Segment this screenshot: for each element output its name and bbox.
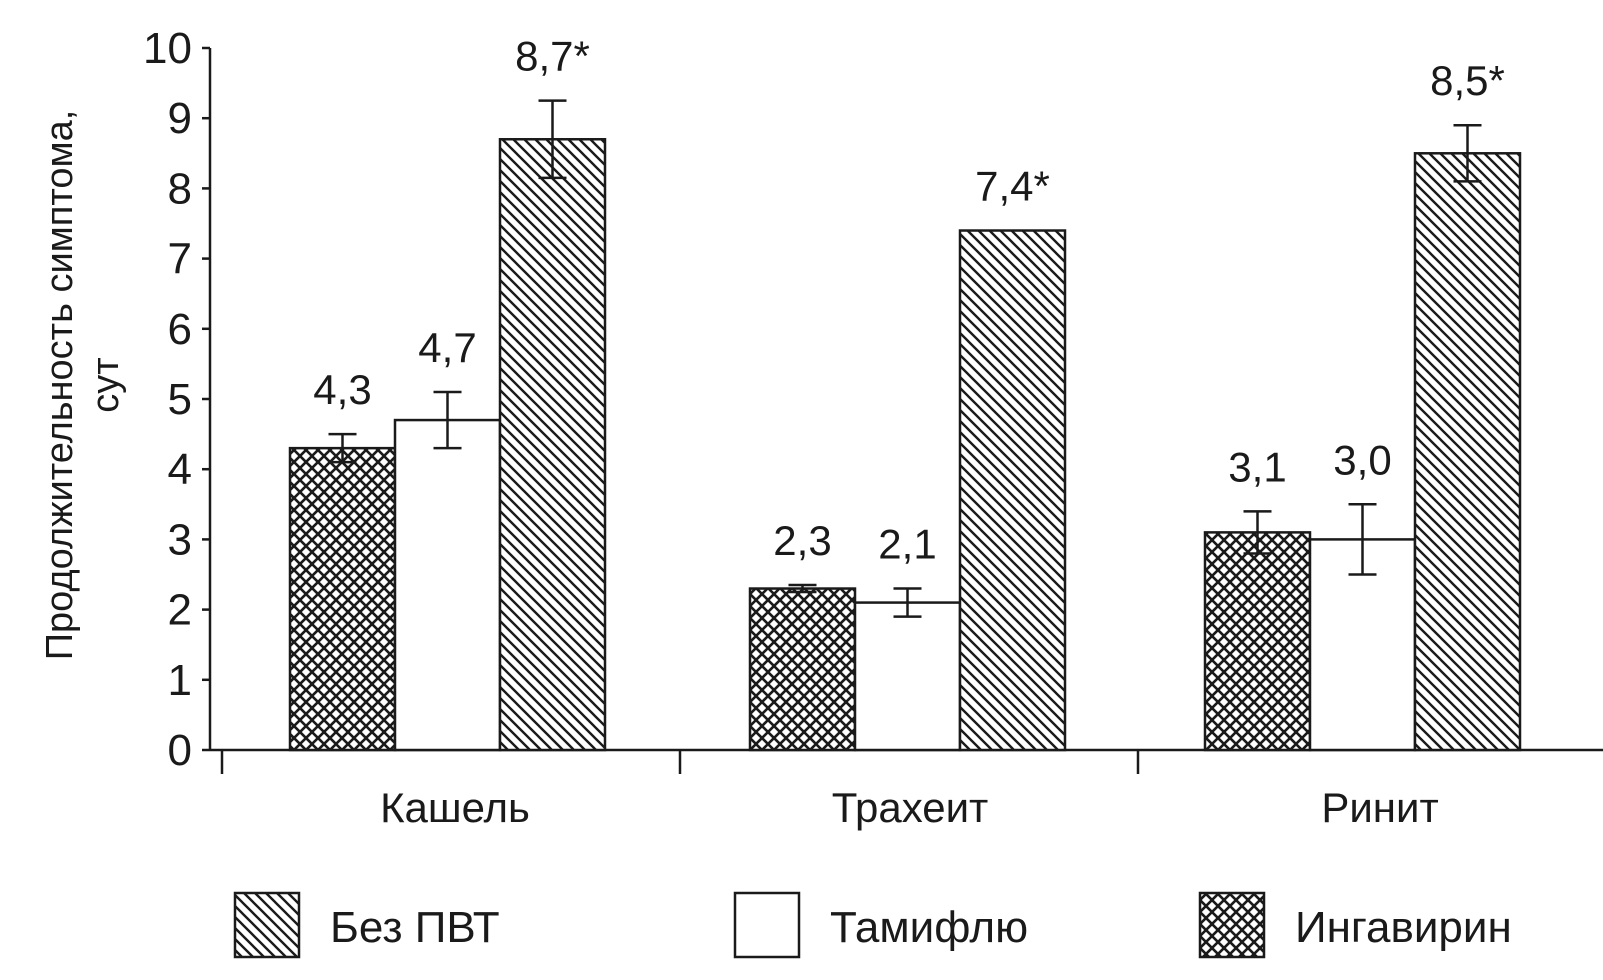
y-tick-label: 3 — [168, 515, 192, 564]
y-axis: 0 1 2 3 4 5 6 7 8 9 10 — [143, 24, 212, 775]
legend-item: Тамифлю — [733, 891, 1028, 959]
data-label: 2,3 — [773, 517, 831, 564]
bar — [853, 601, 962, 752]
y-tick-label: 9 — [168, 94, 192, 143]
y-tick-label: 4 — [168, 445, 192, 494]
y-axis-title-line1: Продолжительность симптома, — [39, 110, 81, 661]
data-label: 7,4* — [975, 163, 1050, 210]
data-label: 3,0 — [1333, 436, 1391, 483]
legend-item: Ингавирин — [1198, 891, 1512, 959]
category-labels: Кашель Трахеит Ринит — [380, 784, 1439, 831]
bar — [958, 229, 1067, 752]
legend-swatch — [233, 891, 301, 959]
error-bars — [328, 99, 1482, 618]
y-axis-title: Продолжительность симптома, сут — [39, 110, 127, 661]
bar — [288, 446, 397, 752]
x-category-label: Кашель — [380, 784, 530, 831]
x-axis — [210, 748, 1603, 774]
bar — [1203, 531, 1312, 752]
data-label: 8,5* — [1430, 57, 1505, 104]
data-label: 4,3 — [313, 366, 371, 413]
y-axis-title-line2: сут — [85, 357, 127, 412]
x-category-label: Ринит — [1321, 784, 1438, 831]
bar — [748, 587, 857, 752]
y-tick-label: 0 — [168, 726, 192, 775]
value-labels: 4,3 4,7 8,7* 2,3 2,1 7,4* 3,1 3,0 8,5* — [313, 33, 1505, 568]
legend-item: Без ПВТ — [233, 891, 500, 959]
bar — [498, 138, 607, 752]
data-label: 3,1 — [1228, 443, 1286, 490]
y-tick-label: 10 — [143, 24, 192, 73]
y-tick-label: 8 — [168, 164, 192, 213]
y-tick-label: 2 — [168, 586, 192, 635]
legend-label: Без ПВТ — [330, 903, 500, 952]
data-label: 4,7 — [418, 324, 476, 371]
legend-label: Ингавирин — [1295, 903, 1512, 952]
bar — [393, 418, 502, 752]
y-tick-label: 1 — [168, 656, 192, 705]
legend-swatch — [1198, 891, 1266, 959]
x-category-label: Трахеит — [832, 784, 989, 831]
legend: Без ПВТ Тамифлю Ингавирин — [233, 891, 1512, 959]
data-label: 2,1 — [878, 521, 936, 568]
legend-swatch — [733, 891, 801, 959]
bars — [288, 138, 1522, 752]
bar — [1413, 152, 1522, 752]
data-label: 8,7* — [515, 33, 590, 80]
y-tick-label: 5 — [168, 375, 192, 424]
y-tick-label: 7 — [168, 235, 192, 284]
y-tick-label: 6 — [168, 305, 192, 354]
legend-label: Тамифлю — [830, 903, 1028, 952]
